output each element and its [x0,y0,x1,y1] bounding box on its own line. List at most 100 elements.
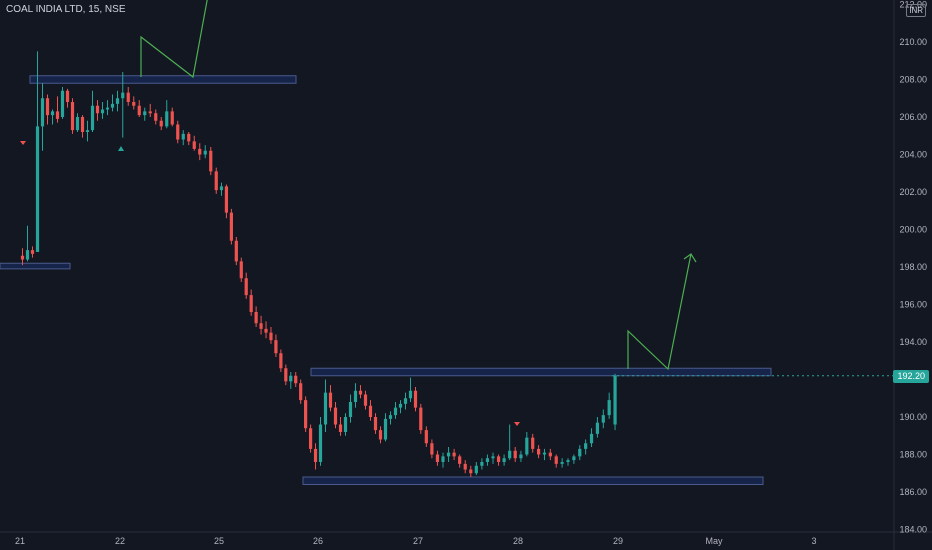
candle-body [446,452,451,457]
candle-body [90,105,95,131]
y-tick-label: 208.00 [899,75,927,85]
candle-body [318,424,323,462]
candle-body [219,186,224,191]
candle-body [50,111,55,116]
candle-body [143,111,147,116]
support-zone-bottom [302,476,764,485]
candle-body [333,407,338,425]
candle-body [105,107,110,110]
candle-body [85,130,90,132]
y-tick-label: 186.00 [899,487,927,497]
candle-body [234,240,238,262]
candle-body [299,383,303,401]
candle-body [388,415,393,419]
resistance-zone [29,75,297,84]
candle-body [613,375,617,425]
candle-body [269,332,273,341]
candle-body [584,443,588,449]
y-tick-label: 190.00 [899,412,927,422]
candle-body [30,250,35,254]
y-tick-label: 202.00 [899,187,927,197]
candle-body [259,323,263,329]
candle-body [601,415,605,423]
candle-body [403,398,408,404]
candle-body [170,111,174,125]
candle-body [65,90,70,102]
candle-body [294,375,298,384]
candle-body [496,456,501,462]
candle-body [187,133,191,142]
candle-body [485,458,490,462]
candle-body [542,452,547,455]
y-tick-label: 198.00 [899,262,927,272]
candle-body [363,394,368,406]
candle-body [513,450,517,459]
candle-body [279,353,283,369]
candle-body [491,456,495,459]
y-tick-label: 196.00 [899,300,927,310]
y-tick-label: 188.00 [899,450,927,460]
chart-title: COAL INDIA LTD, 15, NSE [6,4,126,15]
candle-body [413,390,418,408]
candle-body [536,448,541,455]
candle-body [304,400,308,429]
candle-body [75,117,80,131]
projection-arrowhead [683,253,697,263]
candle-body [525,437,529,455]
candle-body [519,454,523,459]
candle-body [224,186,229,213]
candle-body [198,148,202,155]
candle-body [181,133,185,140]
candle-body [452,452,456,457]
y-tick-label: 200.00 [899,225,927,235]
candle-body [95,105,100,114]
y-tick-label: 210.00 [899,37,927,47]
x-tick-label: 22 [115,536,125,546]
candle-body [554,456,558,464]
candle-body [508,450,512,459]
candle-body [289,375,293,382]
candle-body [419,407,423,431]
candle-body [176,124,180,140]
candle-body [469,469,473,474]
candle-body [25,250,30,260]
candle-body [110,103,115,108]
x-tick-label: 26 [313,536,323,546]
candle-body [126,92,130,102]
candle-body [244,278,248,296]
y-tick-label: 194.00 [899,337,927,347]
candle-body [137,105,141,116]
currency-badge[interactable]: INR [906,4,926,17]
candle-body [458,456,462,464]
candle-body [358,390,363,395]
candle-body [398,403,403,408]
candle-body [284,368,288,382]
candle-body [148,111,152,114]
signal-marker-down [20,141,26,145]
candle-body [480,462,484,466]
candle-body [589,433,594,444]
candle-body [595,422,600,434]
candle-body [20,255,25,260]
candle-body [463,463,467,470]
candle-body [254,312,258,324]
candle-body [441,456,445,462]
candle-body [393,407,398,416]
candle-body [35,126,40,252]
candle-body [308,428,313,449]
candle-body [274,340,278,354]
candle-body [607,400,611,416]
candle-body [572,456,576,461]
candle-body [45,98,50,116]
y-tick-label: 184.00 [899,525,927,535]
candle-body [55,111,60,119]
candle-body [229,212,233,241]
candle-body [115,98,120,104]
candle-body [80,117,85,132]
y-tick-label: 206.00 [899,112,927,122]
x-tick-label: 3 [811,536,816,546]
candle-body [264,328,268,333]
candle-body [435,454,440,462]
